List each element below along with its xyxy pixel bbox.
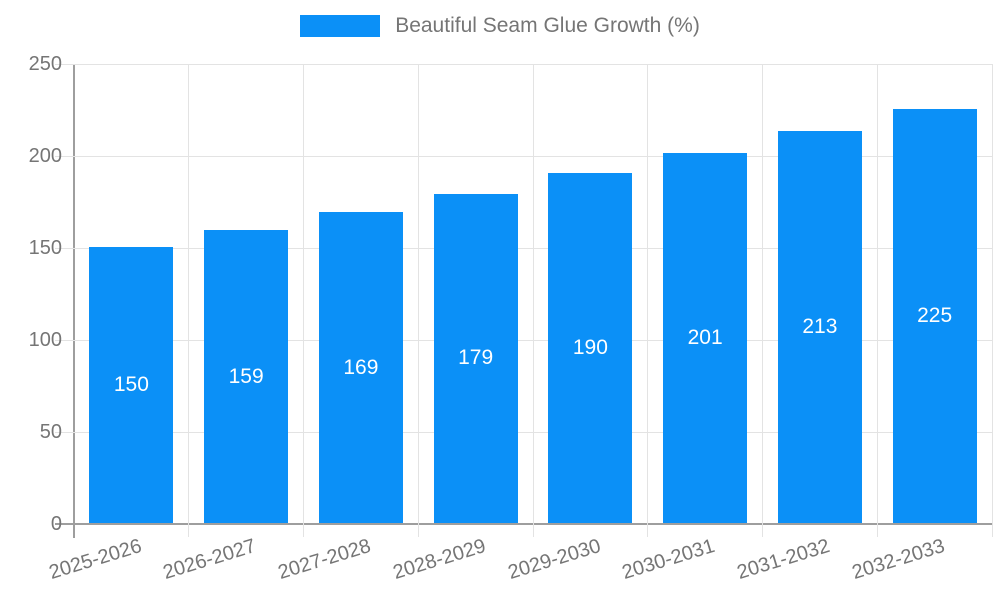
x-axis-category-label: 2027-2028 xyxy=(275,534,374,584)
x-axis-category-label: 2025-2026 xyxy=(46,534,145,584)
x-axis-category-label: 2029-2030 xyxy=(505,534,604,584)
chart-legend: Beautiful Seam Glue Growth (%) xyxy=(0,14,1000,38)
bar[interactable]: 190 xyxy=(548,173,633,523)
y-axis-tick-label: 0 xyxy=(50,513,62,535)
x-axis-category-label: 2030-2031 xyxy=(619,534,718,584)
bar-value-label: 159 xyxy=(228,364,264,388)
y-tick-mark xyxy=(55,63,74,65)
bar-value-label: 225 xyxy=(917,304,953,327)
y-axis-tick-label: 250 xyxy=(28,53,62,75)
x-tick-mark xyxy=(876,524,878,537)
x-gridline xyxy=(303,64,304,524)
x-axis-category-label: 2026-2027 xyxy=(160,534,259,584)
y-axis-tick-label: 50 xyxy=(39,421,62,443)
y-tick-mark xyxy=(55,247,74,249)
x-tick-mark xyxy=(303,524,304,537)
x-gridline xyxy=(991,64,993,524)
legend-swatch-icon xyxy=(300,15,381,37)
x-tick-mark xyxy=(991,524,993,537)
legend-label: Beautiful Seam Glue Growth (%) xyxy=(395,14,700,37)
x-tick-mark xyxy=(417,524,419,537)
x-gridline xyxy=(532,64,534,524)
bar[interactable]: 213 xyxy=(777,131,862,523)
x-gridline xyxy=(647,64,649,524)
x-gridline xyxy=(188,64,190,524)
bar[interactable]: 179 xyxy=(433,193,518,523)
bar-value-label: 190 xyxy=(572,336,608,360)
bar[interactable]: 159 xyxy=(204,230,289,523)
bar[interactable]: 201 xyxy=(663,153,748,523)
x-axis-line xyxy=(55,523,992,525)
y-axis-tick-label: 200 xyxy=(28,145,62,167)
x-axis-category-label: 2031-2032 xyxy=(734,534,833,584)
x-tick-mark xyxy=(532,524,534,537)
x-tick-mark xyxy=(762,524,763,537)
x-tick-mark xyxy=(188,524,190,537)
x-gridline xyxy=(762,64,763,524)
bar-value-label: 169 xyxy=(343,355,379,379)
x-axis-category-label: 2028-2029 xyxy=(390,534,489,584)
plot-area: 0 50 100 150 200 250 150 2025-2026 159 2026-2027 1… xyxy=(29,53,993,584)
x-gridline xyxy=(417,64,419,524)
bar[interactable]: 150 xyxy=(89,247,174,523)
y-tick-mark xyxy=(55,155,74,157)
x-tick-mark xyxy=(647,524,649,537)
bar-value-label: 213 xyxy=(802,315,838,339)
y-axis-tick-label: 100 xyxy=(28,329,62,351)
bar-value-label: 150 xyxy=(113,373,149,396)
y-tick-mark xyxy=(55,431,74,433)
bar-value-label: 179 xyxy=(458,346,494,370)
x-axis-category-label: 2032-2033 xyxy=(849,534,948,584)
y-axis-line xyxy=(73,64,75,538)
bar-value-label: 201 xyxy=(687,326,723,350)
bar[interactable]: 169 xyxy=(318,212,403,523)
bar[interactable]: 225 xyxy=(892,109,977,523)
x-gridline xyxy=(876,64,878,524)
y-tick-mark xyxy=(55,339,74,341)
y-axis-tick-label: 150 xyxy=(28,237,62,259)
